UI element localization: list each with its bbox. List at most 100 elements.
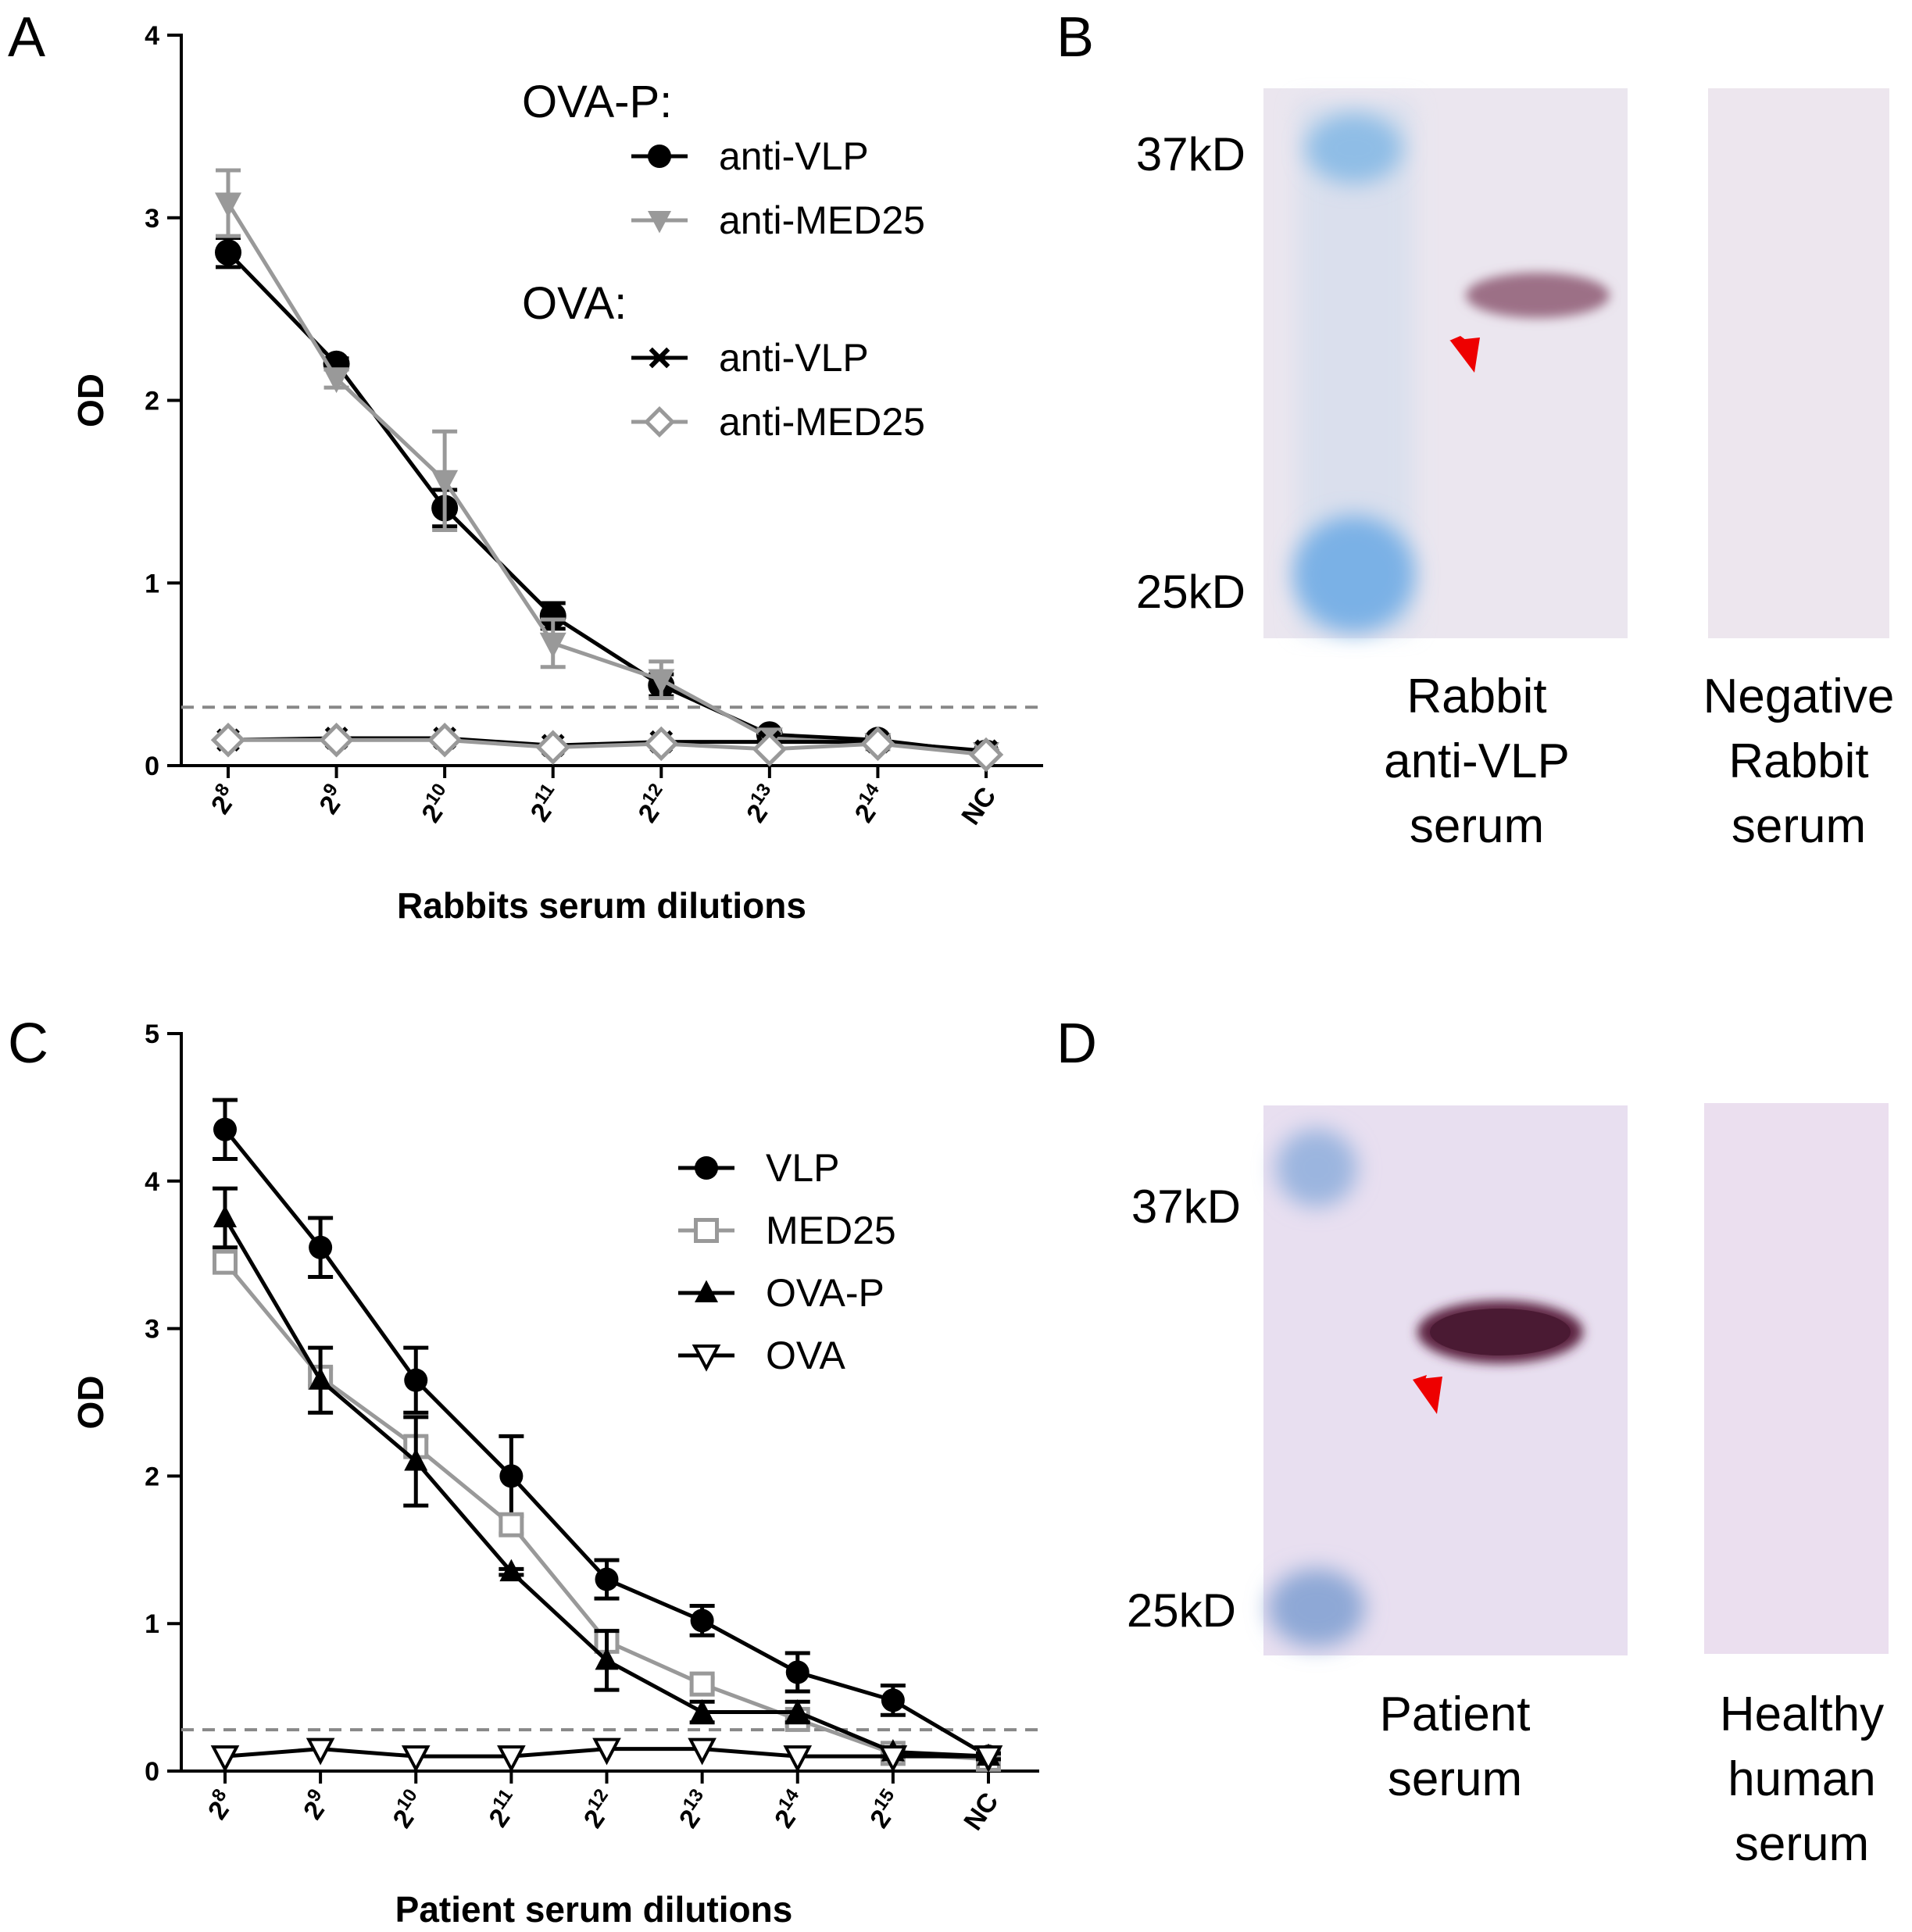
legend-a-group-2: OVA: (522, 278, 627, 329)
chart-a-x-tick-base: NC (956, 782, 1002, 830)
chart-c-legend-marker (692, 1345, 721, 1372)
chart-a-data-point (539, 602, 566, 630)
chart-c-x-tick-label: 210 (384, 1785, 431, 1834)
chart-c-data-point (689, 1671, 715, 1697)
blot-b-marker-25: 25kD (1136, 566, 1245, 618)
chart-c-series-ova (210, 1737, 1003, 1773)
chart-a-data-point (323, 367, 350, 394)
chart-c-data-point (688, 1737, 717, 1766)
chart-a-series-anti-med25 (210, 723, 1004, 773)
chart-a-legend-entry: anti-VLP (631, 134, 869, 178)
chart-c-y-tick-label: 5 (145, 1020, 159, 1049)
chart-a-data-point (431, 470, 459, 496)
blot-d-lane2-caption-1: Healthy (1720, 1687, 1884, 1741)
chart-a-legend-entry: anti-MED25 (631, 400, 925, 444)
chart-c-x-tick-label: 29 (295, 1785, 337, 1825)
chart-a-data-point (210, 723, 246, 758)
chart-a-x-tick-label: 28 (202, 780, 245, 820)
chart-c-y-axis-title: OD (70, 1376, 111, 1430)
chart-a-data-point (968, 737, 1004, 773)
chart-c-data-point (595, 1567, 619, 1591)
chart-a-x-tick-label: 29 (310, 780, 352, 820)
chart-a-data-point (427, 723, 463, 758)
chart-c-data-point (785, 1698, 809, 1722)
chart-c-data-point (306, 1737, 335, 1766)
chart-c-legend-marker (695, 1280, 718, 1302)
legend-a-group-1: OVA-P: (522, 77, 672, 127)
chart-a-legend-label: anti-MED25 (719, 198, 925, 242)
blot-d-arrowhead-tail (1413, 1375, 1427, 1384)
chart-c-x-tick-label: 214 (766, 1784, 814, 1834)
blot-b-ladder-band-25 (1293, 516, 1415, 633)
blot-b-lane1-caption-1: Rabbit (1406, 670, 1546, 723)
chart-c: 0 1 2 3 4 5 28 29 210 211 212 213 214 215 NC Patient se… (70, 1020, 1039, 1930)
chart-c-y-tick-label: 2 (145, 1462, 159, 1491)
chart-c-data-point (309, 1235, 333, 1259)
chart-c-data-point (213, 1249, 238, 1275)
chart-a-data-point (752, 731, 788, 767)
chart-a-legend-entry: anti-MED25 (631, 198, 925, 242)
blot-d-lane1-caption-1: Patient (1379, 1687, 1530, 1741)
chart-a-legend-marker (643, 405, 676, 438)
chart-c-legend-label: MED25 (766, 1209, 896, 1252)
chart-a-y-tick-label: 3 (145, 204, 159, 234)
chart-a-data-point (319, 723, 354, 758)
blot-b-marker-37: 37kD (1136, 128, 1245, 180)
blot-b-membrane-right (1708, 88, 1889, 638)
blot-b-lane2-caption-2: Rabbit (1728, 734, 1868, 788)
chart-c-y-tick-label: 0 (145, 1757, 159, 1787)
chart-c-legend-label: OVA (766, 1334, 846, 1377)
panel-label-d: D (1056, 1012, 1097, 1075)
chart-c-legend-entry: OVA-P (678, 1271, 885, 1315)
chart-c-data-point (309, 1367, 333, 1390)
blot-d-lane2-caption-3: serum (1735, 1817, 1869, 1871)
chart-a-y-axis-title: OD (70, 373, 111, 427)
chart-c-data-point (499, 1512, 524, 1537)
legend-c: VLP MED25 OVA-P OVA (678, 1146, 896, 1377)
panel-d: D 37kD 25kD Patient serum Healthy human … (1056, 1012, 1889, 1871)
chart-a-x-tick-label: NC (956, 782, 1002, 830)
panel-a: A 0 1 2 3 4 28 29 210 211 212 213 214 NC Rabbits seru… (8, 6, 1043, 926)
chart-a-x-tick-label: 213 (738, 780, 785, 828)
chart-c-data-point (497, 1745, 526, 1773)
chart-a-series-anti-med25 (215, 168, 999, 768)
blot-d-lane2-caption-2: human (1728, 1752, 1876, 1806)
chart-c-x-tick-base: NC (958, 1787, 1004, 1836)
chart-c-data-point (210, 1745, 240, 1773)
chart-a-legend-label: anti-VLP (719, 134, 869, 178)
chart-a-y-tick-label: 4 (145, 21, 159, 51)
chart-c-data-point (401, 1745, 431, 1773)
chart-a-x-axis-title: Rabbits serum dilutions (397, 885, 806, 926)
blot-d-membrane-right (1704, 1103, 1889, 1654)
chart-c-legend-entry: VLP (678, 1146, 840, 1190)
chart-a-y-tick-label: 1 (145, 569, 159, 598)
blot-b-ladder-band-37 (1306, 113, 1403, 184)
chart-a-data-point (648, 669, 675, 695)
chart-a-x-tick-label: 214 (846, 779, 895, 828)
chart-a: 0 1 2 3 4 28 29 210 211 212 213 214 NC Rabbits serum … (70, 21, 1043, 926)
blot-d-marker-25: 25kD (1127, 1584, 1236, 1637)
chart-c-y-tick-label: 3 (145, 1315, 159, 1345)
chart-c-data-point (592, 1737, 621, 1766)
blot-d-marker-37: 37kD (1131, 1180, 1241, 1233)
blot-d-lane1-caption-2: serum (1388, 1752, 1522, 1806)
chart-a-data-point (860, 726, 895, 762)
chart-a-legend-label: anti-MED25 (719, 400, 925, 444)
chart-a-legend-label: anti-VLP (719, 336, 869, 380)
chart-c-data-point (213, 1117, 237, 1141)
chart-c-x-tick-label: 211 (480, 1785, 527, 1833)
chart-c-legend-entry: MED25 (678, 1209, 896, 1252)
chart-a-legend-entry: anti-VLP (631, 336, 869, 380)
chart-c-data-point (404, 1368, 428, 1392)
panel-label-b: B (1056, 6, 1094, 69)
blot-d-ladder-band-37 (1276, 1129, 1357, 1207)
chart-c-legend-label: OVA-P (766, 1271, 885, 1315)
chart-c-x-tick-label: NC (958, 1787, 1004, 1836)
blot-b-arrowhead-body (1450, 337, 1480, 373)
chart-c-data-point (783, 1745, 813, 1773)
chart-c-y-tick-label: 1 (145, 1609, 159, 1639)
chart-c-y-tick-label: 4 (145, 1167, 159, 1197)
chart-a-data-point (215, 192, 241, 218)
blot-d-band-core (1430, 1309, 1571, 1355)
chart-c-x-tick-label: 213 (670, 1785, 718, 1834)
